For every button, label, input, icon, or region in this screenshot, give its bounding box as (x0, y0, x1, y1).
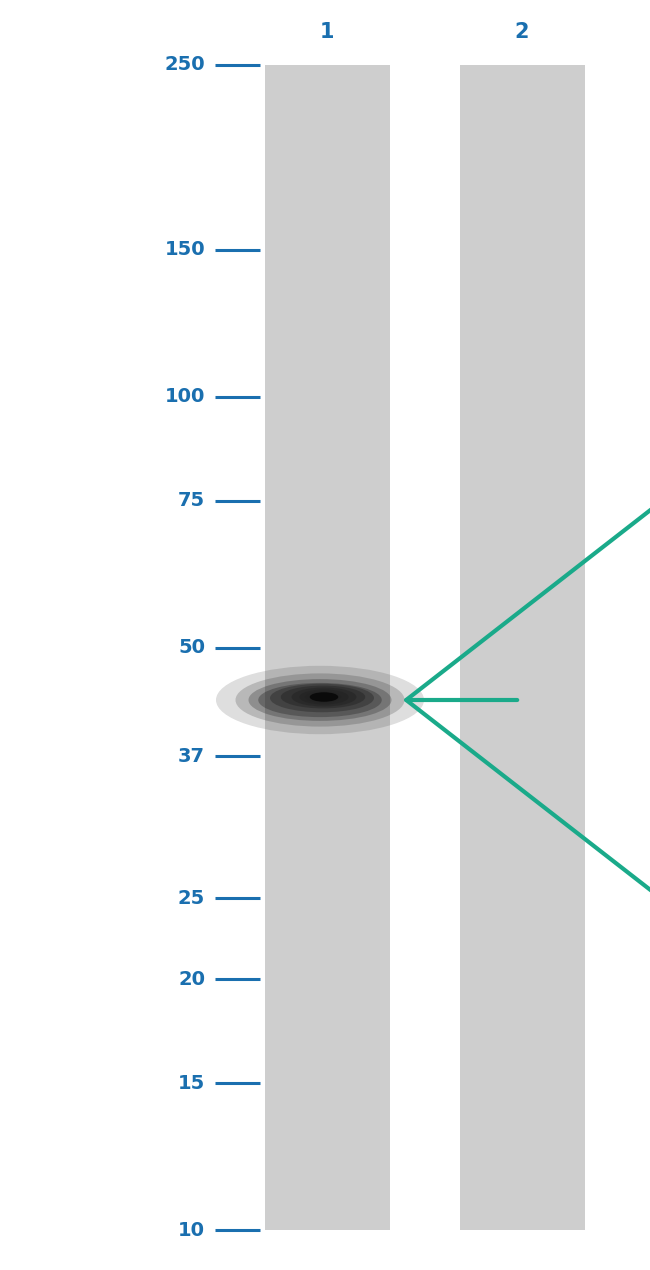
Text: 37: 37 (178, 747, 205, 766)
Text: 10: 10 (178, 1220, 205, 1240)
Ellipse shape (309, 692, 338, 702)
Text: 25: 25 (177, 889, 205, 908)
Text: 15: 15 (177, 1073, 205, 1092)
Text: 250: 250 (164, 56, 205, 75)
Text: 20: 20 (178, 969, 205, 988)
Bar (460, 65, 585, 1231)
Ellipse shape (305, 691, 341, 702)
Ellipse shape (281, 686, 365, 709)
Ellipse shape (270, 683, 374, 712)
Text: 150: 150 (164, 240, 205, 259)
Ellipse shape (258, 683, 382, 718)
Text: 50: 50 (178, 638, 205, 657)
Ellipse shape (216, 665, 424, 734)
Ellipse shape (235, 673, 404, 726)
Text: 100: 100 (164, 387, 205, 406)
Text: 1: 1 (320, 22, 334, 42)
Bar (265, 65, 390, 1231)
Ellipse shape (291, 687, 356, 706)
Text: 2: 2 (515, 22, 529, 42)
Ellipse shape (299, 690, 348, 705)
Text: 75: 75 (178, 491, 205, 511)
Ellipse shape (248, 679, 391, 721)
